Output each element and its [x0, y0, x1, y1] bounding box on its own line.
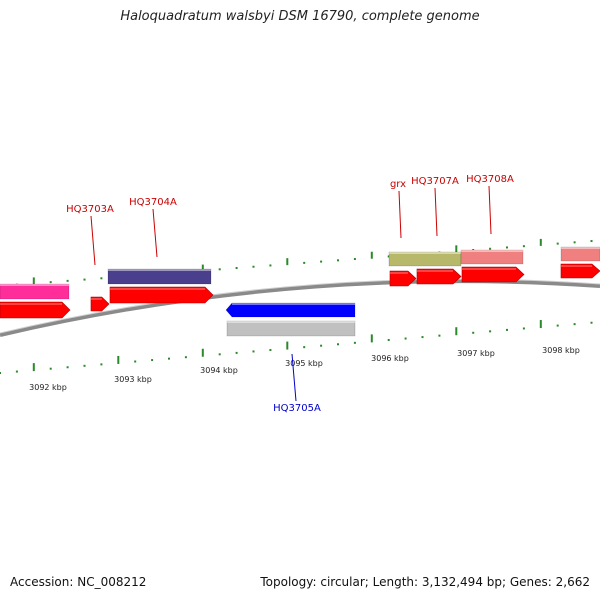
- gene-leader-line: [152, 208, 158, 258]
- kbp-label: 3095 kbp: [285, 359, 323, 368]
- kbp-label: 3096 kbp: [371, 354, 409, 363]
- kbp-label: 3098 kbp: [542, 346, 580, 355]
- map-title: Haloquadratum walsbyi DSM 16790, complet…: [120, 9, 480, 24]
- gene-label: HQ3704A: [129, 197, 177, 208]
- pink-feature: [0, 283, 70, 300]
- gene-leader-line: [398, 190, 402, 239]
- cds-arrow: [109, 286, 214, 304]
- gene-leader-line: [291, 353, 297, 402]
- kbp-label: 3097 kbp: [457, 349, 495, 358]
- gene-label: HQ3705A: [273, 403, 321, 414]
- gene-label: HQ3708A: [466, 174, 514, 185]
- gene-label: HQ3707A: [411, 176, 459, 187]
- cds-arrow: [90, 296, 110, 312]
- blue-feature: [225, 302, 356, 318]
- gene-leader-line: [488, 185, 492, 235]
- accession-text: Accession: NC_008212: [10, 575, 147, 589]
- label-layer: 3092 kbp 3093 kbp 3094 kbp 3095 kbp 3096 kbp…: [29, 174, 580, 414]
- gene-label: HQ3703A: [66, 204, 114, 215]
- kbp-label: 3093 kbp: [114, 375, 152, 384]
- gray-feature: [226, 320, 356, 337]
- olive-feature: [388, 251, 462, 267]
- gene-label: grx: [390, 179, 406, 190]
- cds-arrow: [389, 270, 417, 287]
- cds-arrow: [560, 263, 600, 279]
- salmon-feature-right: [560, 246, 600, 262]
- cds-arrow: [0, 301, 71, 319]
- cds-arrow: [461, 266, 525, 283]
- salmon-feature: [460, 249, 524, 265]
- kbp-label: 3094 kbp: [200, 366, 238, 375]
- kbp-label: 3092 kbp: [29, 383, 67, 392]
- feature-track: [0, 246, 600, 337]
- purple-feature: [107, 268, 212, 285]
- gene-leader-line: [434, 187, 438, 237]
- cds-arrow: [416, 268, 462, 285]
- genome-summary: Topology: circular; Length: 3,132,494 bp…: [260, 575, 590, 589]
- gene-leader-line: [90, 215, 96, 266]
